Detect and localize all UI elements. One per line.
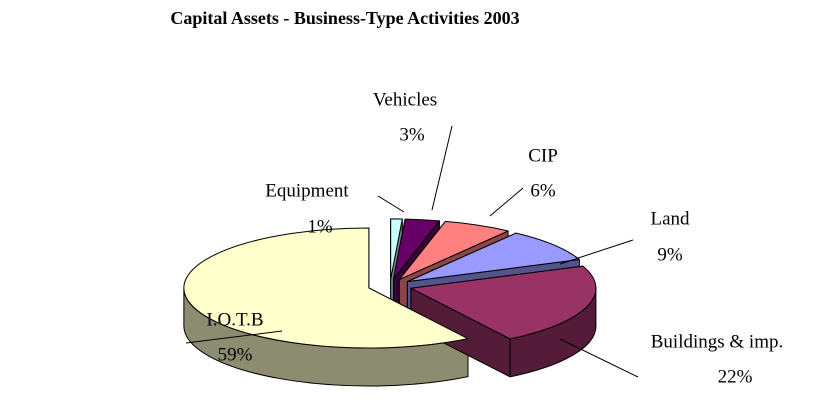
leader-line [431, 125, 453, 211]
slice-label: Buildings & imp. [651, 331, 784, 352]
leader-line [559, 338, 639, 378]
slice-value-label: 9% [657, 244, 683, 265]
slice-label: I.O.T.B [206, 309, 263, 330]
slice-value-label: 59% [218, 344, 253, 365]
leader-line [559, 239, 634, 265]
slice-value-label: 22% [718, 366, 753, 387]
slice-label: Equipment [265, 180, 349, 201]
leader-line [377, 195, 405, 213]
slice-label: Land [650, 208, 690, 229]
slice [392, 218, 440, 280]
chart-title: Capital Assets - Business-Type Activitie… [170, 8, 519, 28]
leader-line [489, 187, 524, 217]
slice-tops [183, 218, 597, 349]
slice [183, 227, 469, 349]
slice-label: Vehicles [373, 89, 437, 110]
slice-value-label: 3% [399, 124, 425, 145]
slice [410, 265, 597, 340]
slice-value-label: 1% [307, 216, 333, 237]
slice-value-label: 6% [530, 180, 556, 201]
slice-label: CIP [528, 145, 558, 166]
slice [398, 220, 509, 281]
leader-line [185, 330, 283, 344]
slice [390, 218, 403, 280]
